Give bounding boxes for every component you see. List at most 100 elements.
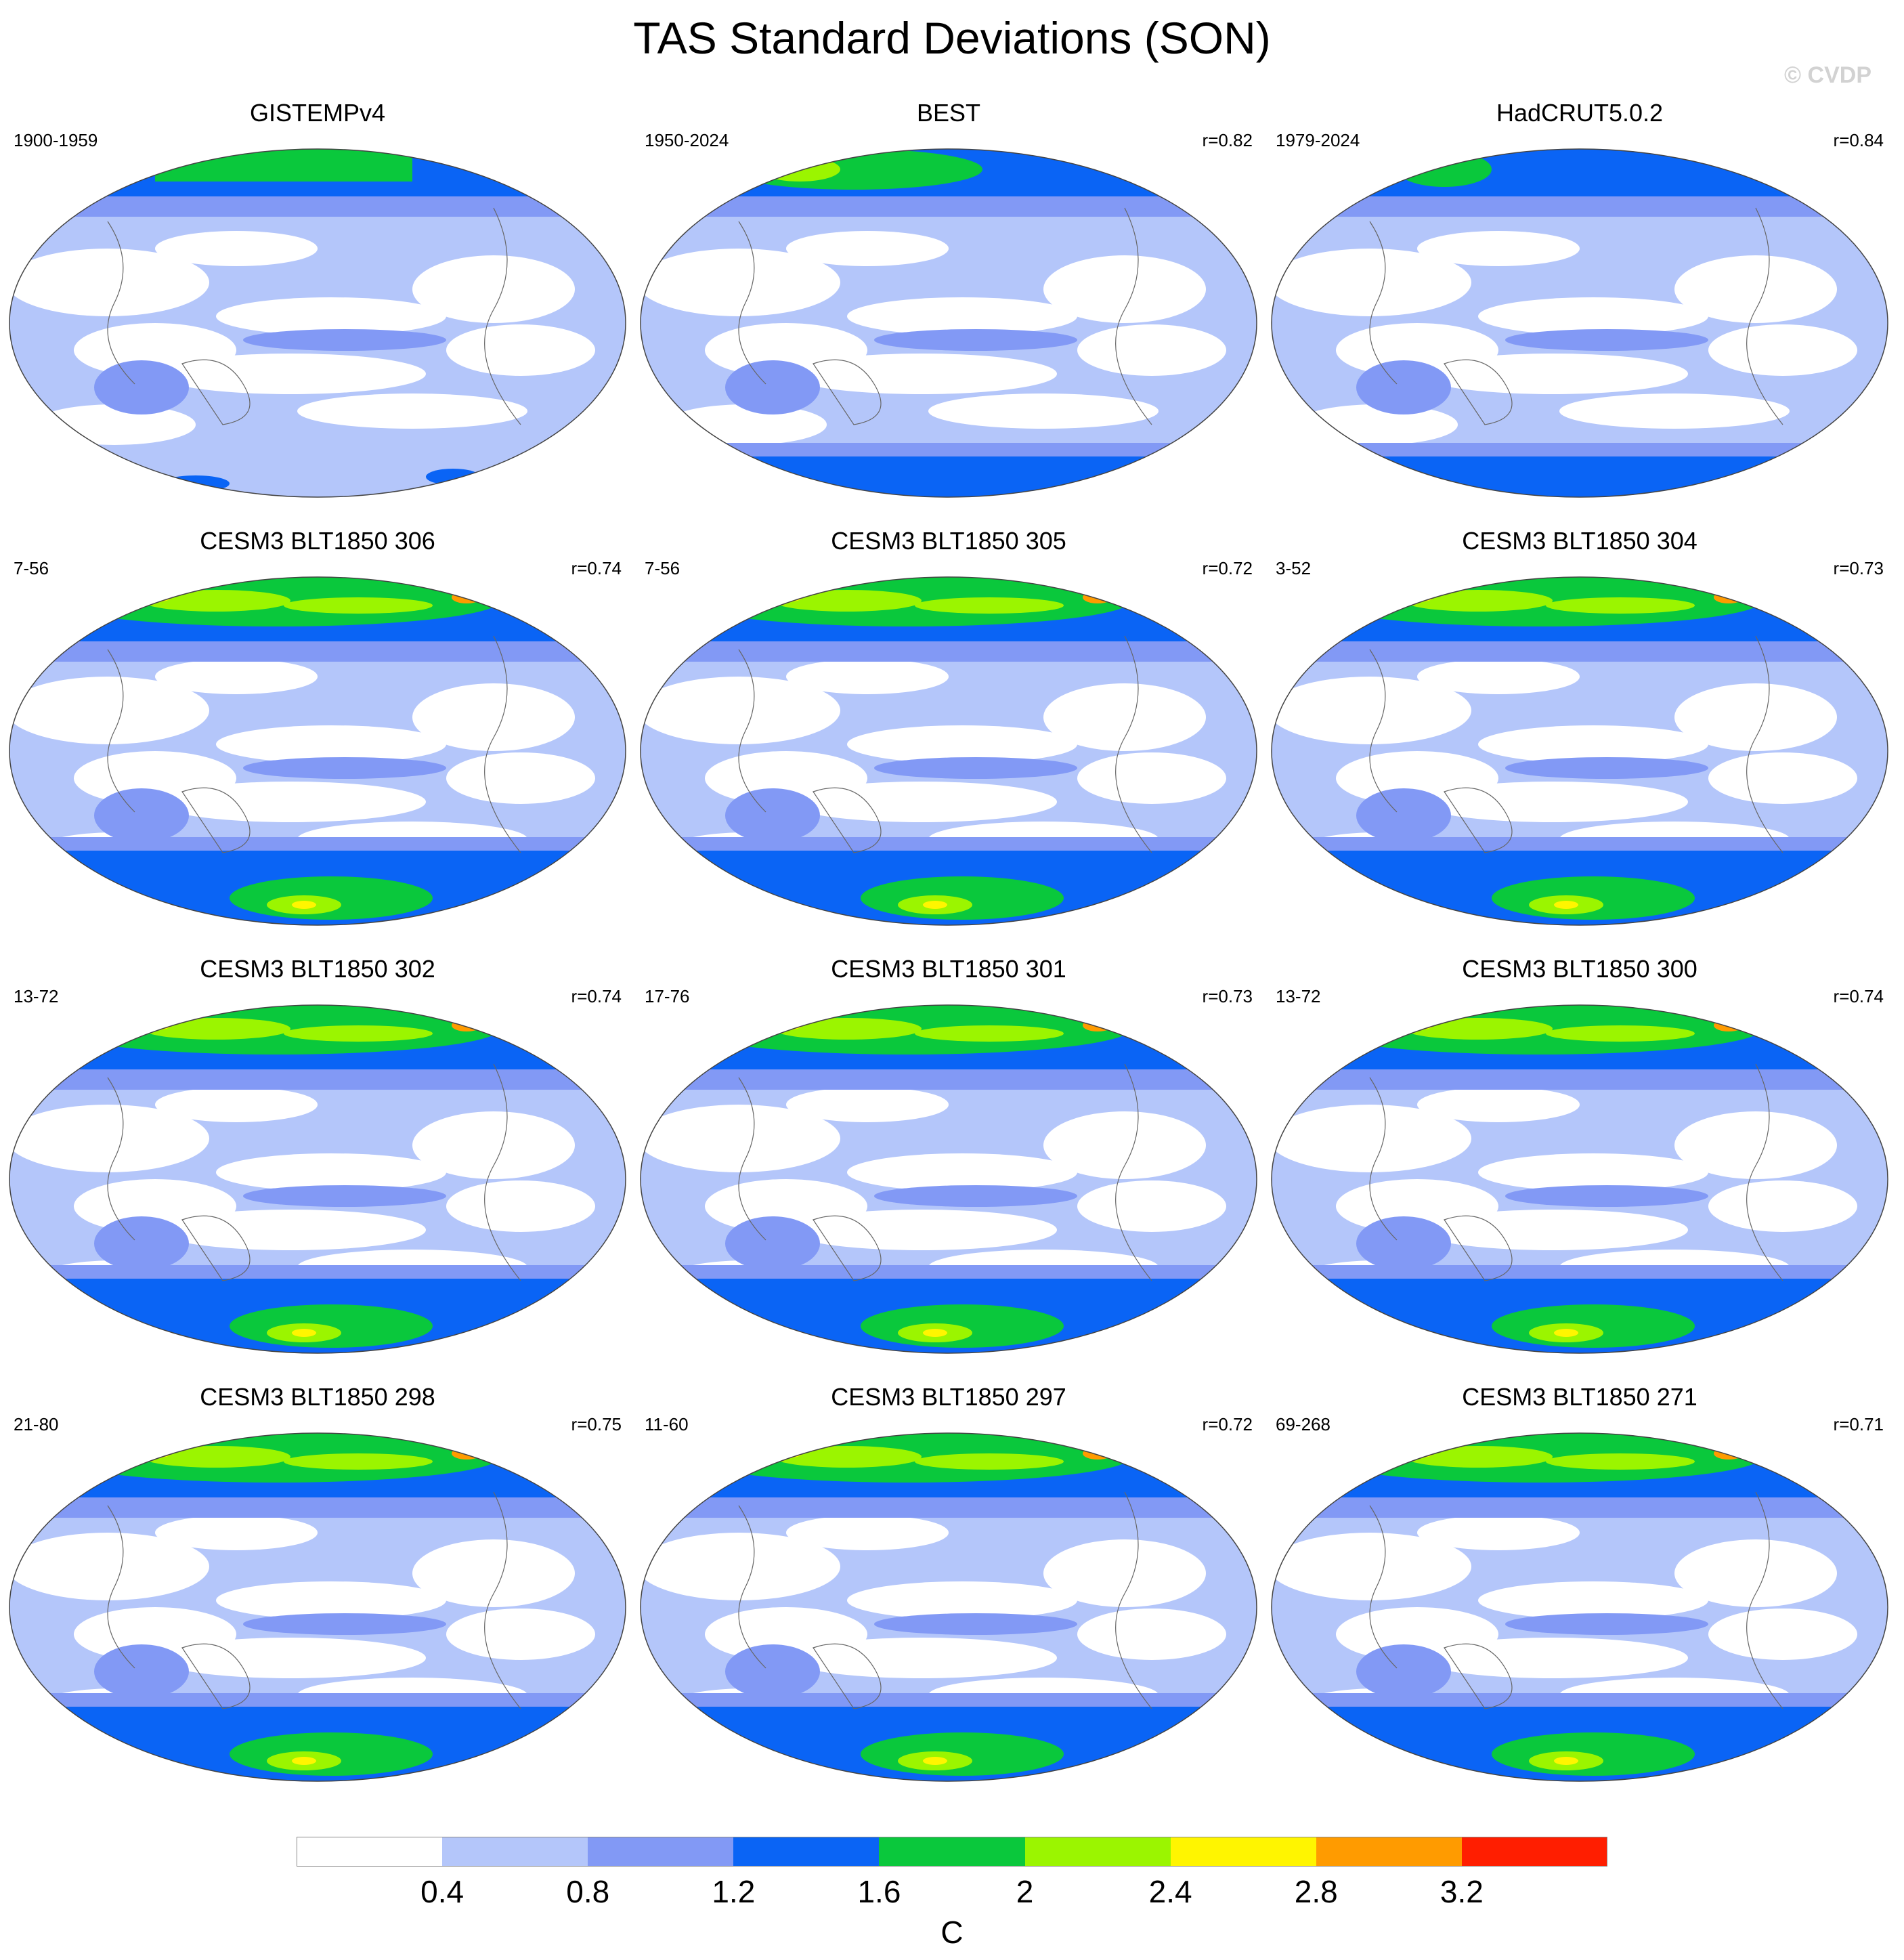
robinson-map <box>640 1432 1257 1782</box>
panel-correlation: r=0.73 <box>1202 986 1253 1006</box>
panel-correlation: r=0.73 <box>1833 558 1884 578</box>
coastline <box>1369 207 1783 425</box>
coastline <box>738 1491 1152 1709</box>
field-contours <box>9 149 626 497</box>
map-border <box>9 576 626 926</box>
colorbar-frame <box>297 1837 1607 1867</box>
colorbar-units-label: C <box>940 1915 964 1950</box>
map-panel: CESM3 BLT1850 297 11-60 r=0.72 <box>638 1383 1259 1791</box>
colorbar-cell <box>1024 1837 1171 1867</box>
robinson-map <box>640 576 1257 926</box>
coastline <box>107 1063 521 1281</box>
panel-years: 17-76 <box>645 986 690 1006</box>
map-panel: HadCRUT5.0.2 1979-2024 r=0.84 <box>1269 99 1890 507</box>
robinson-map <box>1271 148 1888 498</box>
panel-title: CESM3 BLT1850 302 <box>200 955 435 983</box>
panel-correlation: r=0.74 <box>571 558 622 578</box>
field-contours <box>9 577 626 925</box>
panel-years: 21-80 <box>14 1414 59 1434</box>
field-contours <box>641 577 1257 925</box>
panel-title: HadCRUT5.0.2 <box>1496 99 1664 127</box>
map-panel: CESM3 BLT1850 298 21-80 r=0.75 <box>7 1383 628 1791</box>
field-contours <box>1272 1005 1888 1353</box>
map-panel: CESM3 BLT1850 306 7-56 r=0.74 <box>7 527 628 935</box>
panel-correlation: r=0.84 <box>1833 130 1884 150</box>
robinson-map <box>9 576 626 926</box>
colorbar-cell <box>297 1837 443 1867</box>
panel-title: CESM3 BLT1850 298 <box>200 1383 435 1411</box>
map-border <box>9 148 626 498</box>
panel-title: CESM3 BLT1850 304 <box>1462 527 1697 555</box>
robinson-map <box>9 1004 626 1354</box>
colorbar-cell <box>1461 1837 1608 1867</box>
colorbar-cell <box>733 1837 880 1867</box>
field-contours <box>9 1433 626 1781</box>
coastline <box>107 207 521 425</box>
field-contours <box>9 1005 626 1353</box>
map-border <box>640 1432 1257 1782</box>
coastline <box>738 635 1152 853</box>
panel-years: 13-72 <box>1276 986 1321 1006</box>
panel-correlation: r=0.72 <box>1202 1414 1253 1434</box>
colorbar-tick-label: 3.2 <box>1440 1874 1484 1909</box>
panel-title: CESM3 BLT1850 271 <box>1462 1383 1697 1411</box>
map-panel: CESM3 BLT1850 304 3-52 r=0.73 <box>1269 527 1890 935</box>
map-panel: CESM3 BLT1850 300 13-72 r=0.74 <box>1269 955 1890 1363</box>
panel-title: CESM3 BLT1850 300 <box>1462 955 1697 983</box>
coastline <box>107 635 521 853</box>
panel-correlation: r=0.74 <box>571 986 622 1006</box>
robinson-map <box>640 148 1257 498</box>
panel-title: CESM3 BLT1850 305 <box>831 527 1066 555</box>
coastline <box>1369 1063 1783 1281</box>
colorbar-tick-label: 0.8 <box>566 1874 610 1909</box>
panel-correlation: r=0.71 <box>1833 1414 1884 1434</box>
field-contours <box>641 1005 1257 1353</box>
field-contours <box>1272 149 1888 497</box>
colorbar-cell <box>588 1837 734 1867</box>
robinson-map <box>640 1004 1257 1354</box>
map-panel: BEST 1950-2024 r=0.82 <box>638 99 1259 507</box>
map-panel: CESM3 BLT1850 302 13-72 r=0.74 <box>7 955 628 1363</box>
colorbar-tick-label: 1.6 <box>857 1874 901 1909</box>
panel-title: BEST <box>916 99 981 127</box>
panel-title: CESM3 BLT1850 301 <box>831 955 1066 983</box>
panel-years: 13-72 <box>14 986 59 1006</box>
panel-years: 3-52 <box>1276 558 1312 578</box>
robinson-map <box>1271 576 1888 926</box>
panel-years: 7-56 <box>14 558 49 578</box>
map-border <box>640 1004 1257 1354</box>
panel-years: 1950-2024 <box>645 130 729 150</box>
map-border <box>1271 148 1888 498</box>
map-border <box>1271 1004 1888 1354</box>
panel-title: CESM3 BLT1850 306 <box>200 527 435 555</box>
map-border <box>9 1432 626 1782</box>
map-panel: CESM3 BLT1850 305 7-56 r=0.72 <box>638 527 1259 935</box>
field-contours <box>641 1433 1257 1781</box>
colorbar-cell <box>879 1837 1026 1867</box>
colorbar-tick-label: 2.8 <box>1294 1874 1338 1909</box>
panel-years: 11-60 <box>645 1414 689 1434</box>
map-border <box>1271 576 1888 926</box>
map-panel: CESM3 BLT1850 301 17-76 r=0.73 <box>638 955 1259 1363</box>
panel-correlation: r=0.74 <box>1833 986 1884 1006</box>
coastline <box>107 1491 521 1709</box>
panel-years: 1900-1959 <box>14 130 98 150</box>
panel-years: 1979-2024 <box>1276 130 1360 150</box>
map-panel: CESM3 BLT1850 271 69-268 r=0.71 <box>1269 1383 1890 1791</box>
robinson-map <box>9 148 626 498</box>
map-border <box>640 576 1257 926</box>
panel-correlation: r=0.75 <box>571 1414 622 1434</box>
colorbar-tick-label: 0.4 <box>420 1874 464 1909</box>
panel-years: 69-268 <box>1276 1414 1330 1434</box>
robinson-map <box>9 1432 626 1782</box>
coastline <box>1369 635 1783 853</box>
colorbar-tick-label: 1.2 <box>712 1874 756 1909</box>
coastline <box>738 207 1152 425</box>
colorbar-tick-label: 2.4 <box>1148 1874 1192 1909</box>
panel-correlation: r=0.72 <box>1202 558 1253 578</box>
field-contours <box>1272 577 1888 925</box>
map-border <box>9 1004 626 1354</box>
field-contours <box>641 149 1257 497</box>
colorbar-cell <box>442 1837 588 1867</box>
map-border <box>1271 1432 1888 1782</box>
